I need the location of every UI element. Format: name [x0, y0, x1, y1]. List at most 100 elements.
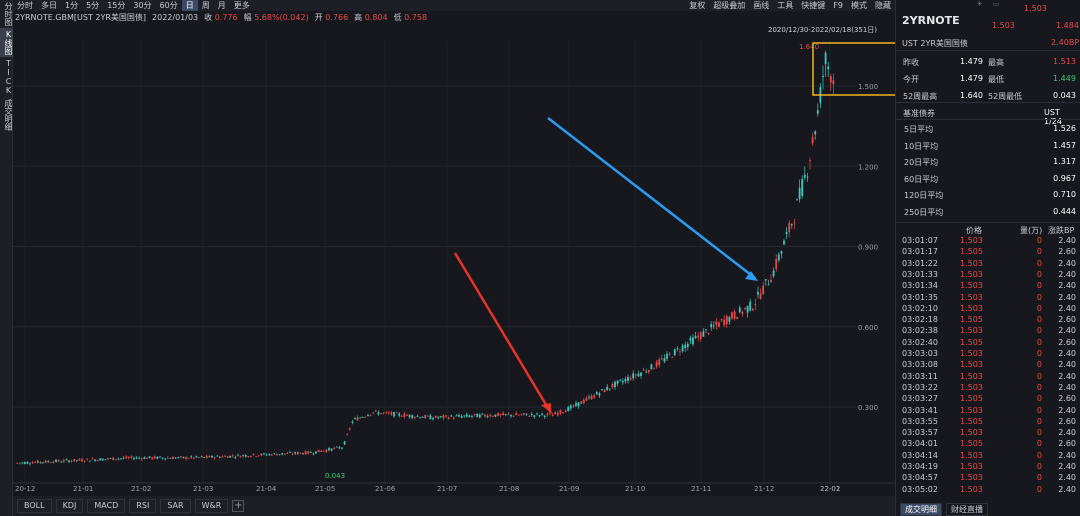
- tick-row: 03:04:57 1.503 0 2.40: [902, 473, 1076, 484]
- candle-body: [177, 457, 180, 458]
- y-tick-label: 0.300: [858, 404, 878, 412]
- candle-body: [439, 416, 442, 417]
- rail-trade-detail[interactable]: 成交明细: [4, 99, 13, 131]
- hide-button[interactable]: 隐藏: [875, 1, 891, 10]
- candle-body: [367, 415, 369, 417]
- high-marker: 1.640: [799, 43, 819, 51]
- candle-body: [694, 335, 697, 339]
- candle-body: [481, 413, 484, 415]
- candle-body: [723, 319, 726, 326]
- candle-body: [99, 458, 102, 461]
- hotkey-button[interactable]: 快捷键: [801, 1, 826, 10]
- candle-body: [94, 459, 96, 461]
- candle-body: [161, 457, 164, 459]
- tab-trade-detail[interactable]: 成交明细: [900, 503, 942, 516]
- period-month[interactable]: 月: [217, 1, 226, 10]
- period-day[interactable]: 日: [181, 0, 198, 11]
- tick-change: 2.60: [1058, 439, 1076, 449]
- average-value: 1.526: [1053, 124, 1076, 133]
- period-5min[interactable]: 5分: [86, 1, 100, 10]
- period-toolbar: 分时 多日 1分 5分 15分 30分 60分 日 周 月 更多 复权 超级叠加…: [13, 0, 895, 11]
- mode-button[interactable]: 模式: [851, 1, 867, 10]
- change-label: 幅: [243, 12, 252, 22]
- candle-body: [31, 462, 34, 464]
- candle-body: [671, 357, 674, 358]
- draw-line-button[interactable]: 画线: [753, 1, 770, 10]
- tab-live-news[interactable]: 财经直播: [946, 503, 988, 516]
- candle-body: [273, 453, 276, 455]
- period-60min[interactable]: 60分: [159, 1, 178, 10]
- tick-volume: 0: [1036, 292, 1042, 302]
- candle-body: [356, 417, 359, 421]
- candle-body: [343, 441, 346, 445]
- period-30min[interactable]: 30分: [133, 1, 152, 10]
- tick-time: 03:01:17: [902, 247, 938, 257]
- tick-change: 2.60: [1058, 315, 1076, 325]
- candle-body: [47, 461, 50, 463]
- candle-body: [83, 461, 86, 462]
- adjust-button[interactable]: 复权: [689, 1, 706, 10]
- side-top-price: 1.503: [1024, 4, 1047, 13]
- period-more[interactable]: 更多: [233, 1, 250, 10]
- candle-body: [546, 413, 549, 416]
- tick-row: 03:02:10 1.503 0 2.40: [902, 304, 1076, 315]
- tick-price: 1.503: [960, 382, 983, 392]
- tab-rsi[interactable]: RSI: [129, 499, 157, 513]
- candle-body: [151, 457, 154, 459]
- benchmark-label: 基准债券: [903, 109, 935, 118]
- tick-volume: 0: [1036, 281, 1042, 291]
- f9-button[interactable]: F9: [833, 1, 843, 10]
- candle-body: [702, 331, 705, 337]
- side-title: 2YRNOTE: [902, 14, 960, 27]
- stat-label: 52周最低: [988, 92, 1023, 101]
- candle-body: [81, 459, 83, 462]
- candle-body: [172, 457, 174, 460]
- tab-boll[interactable]: BOLL: [17, 499, 52, 513]
- candle-body: [611, 384, 614, 388]
- rail-kline[interactable]: K线图: [0, 28, 13, 57]
- candle-body: [715, 321, 718, 325]
- add-indicator-button[interactable]: +: [232, 500, 245, 512]
- tab-sar[interactable]: SAR: [160, 499, 191, 513]
- side-tabs: 成交明细 财经直播: [896, 503, 1080, 516]
- side-price: 1.503: [992, 21, 1015, 30]
- period-intraday[interactable]: 分时: [17, 1, 33, 10]
- candle-body: [169, 458, 172, 459]
- menu-icon[interactable]: ▭: [992, 0, 1000, 8]
- period-15min[interactable]: 15分: [107, 1, 126, 10]
- period-week[interactable]: 周: [201, 1, 210, 10]
- candle-body: [811, 136, 814, 144]
- candle-body: [338, 447, 341, 449]
- tab-macd[interactable]: MACD: [87, 499, 126, 513]
- candle-body: [793, 222, 796, 224]
- period-multiday[interactable]: 多日: [41, 1, 57, 10]
- rail-tick[interactable]: TICK: [4, 59, 13, 95]
- tab-wr[interactable]: W&R: [194, 499, 229, 513]
- overlay-button[interactable]: 超级叠加: [713, 1, 746, 10]
- period-1min[interactable]: 1分: [65, 1, 79, 10]
- candle-body: [325, 449, 328, 452]
- candle-body: [725, 316, 728, 325]
- tick-time: 03:03:11: [902, 371, 938, 381]
- pin-icon[interactable]: ✳: [976, 0, 983, 8]
- candle-body: [239, 456, 242, 458]
- tick-price: 1.503: [960, 462, 983, 471]
- candle-body: [718, 322, 720, 327]
- tick-time: 03:02:10: [902, 303, 938, 313]
- tools-button[interactable]: 工具: [777, 1, 794, 10]
- candle-body: [200, 456, 203, 458]
- candle-body: [588, 396, 590, 398]
- candle-body: [720, 319, 723, 321]
- candle-body: [686, 343, 689, 348]
- stat-label: 昨收: [903, 58, 919, 67]
- tick-volume: 0: [1036, 416, 1042, 426]
- rail-intraday[interactable]: 分时图: [4, 2, 13, 26]
- candle-body: [494, 414, 497, 417]
- candle-body: [762, 285, 765, 295]
- tick-row: 03:01:22 1.503 0 2.40: [902, 259, 1076, 270]
- candle-body: [684, 344, 687, 348]
- candlestick-chart[interactable]: 1.500 1.200 0.900 0.600 0.300 20-12 21-01 21-0…: [13, 23, 895, 496]
- tick-volume: 0: [1036, 450, 1042, 460]
- candle-body: [590, 395, 593, 400]
- tab-kdj[interactable]: KDJ: [55, 499, 84, 513]
